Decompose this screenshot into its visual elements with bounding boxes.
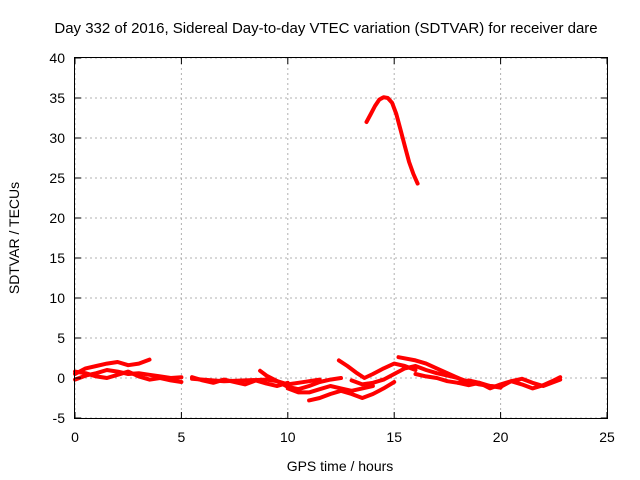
x-tick-label: 20 [493, 429, 509, 445]
y-axis-label: SDTVAR / TECUs [6, 182, 22, 294]
x-tick-label: 5 [178, 429, 186, 445]
chart-title: Day 332 of 2016, Sidereal Day-to-day VTE… [54, 20, 597, 37]
x-tick-label: 25 [599, 429, 615, 445]
plot-frame [74, 57, 608, 419]
y-tick-label: 15 [49, 250, 65, 266]
y-tick-label: 5 [57, 330, 65, 346]
x-tick-label: 15 [386, 429, 402, 445]
series-group [73, 95, 563, 403]
series-line-track-14 [364, 95, 420, 186]
y-tick-label: 40 [49, 50, 65, 66]
series-line-track-9 [336, 358, 418, 380]
series-line-track-5 [190, 375, 290, 388]
axis-ticks: 0 5 10 15 20 25 -5 0 5 10 15 20 25 30 35 40 [49, 50, 615, 445]
y-tick-label: 10 [49, 290, 65, 306]
y-tick-label: 0 [57, 370, 65, 386]
series-line-track-10 [349, 364, 460, 387]
x-tick-label: 0 [71, 429, 79, 445]
y-tick-label: -5 [53, 410, 66, 426]
x-tick-label: 10 [280, 429, 296, 445]
y-tick-label: 25 [49, 170, 65, 186]
series-line-track-1 [73, 357, 152, 376]
series-line-track-13 [456, 375, 563, 391]
series-line-track-6 [258, 368, 343, 392]
y-tick-label: 20 [49, 210, 65, 226]
y-tick-label: 35 [49, 90, 65, 106]
y-tick-label: 30 [49, 130, 65, 146]
series-line-track-7 [307, 380, 397, 403]
x-axis-label: GPS time / hours [287, 458, 394, 474]
series-line-track-8 [285, 384, 375, 395]
series-line-track-3 [73, 369, 184, 384]
